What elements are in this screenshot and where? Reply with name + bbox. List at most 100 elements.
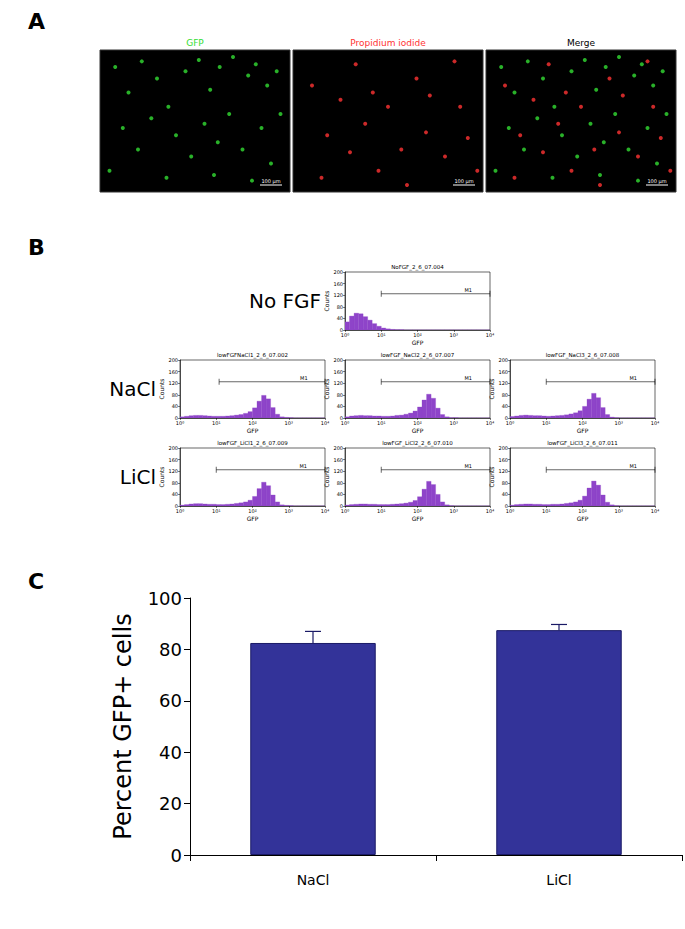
svg-text:lowFGFNaCl1_2_6_07.002: lowFGFNaCl1_2_6_07.002	[217, 352, 288, 359]
svg-text:80: 80	[502, 392, 508, 398]
svg-text:20: 20	[159, 793, 182, 814]
svg-text:120: 120	[333, 380, 343, 386]
svg-text:LiCl: LiCl	[546, 872, 571, 888]
svg-text:10¹: 10¹	[377, 508, 385, 514]
svg-text:40: 40	[172, 403, 178, 409]
svg-text:lowFGF_LiCl3_2_6_07.011: lowFGF_LiCl3_2_6_07.011	[547, 440, 618, 447]
svg-text:40: 40	[337, 403, 343, 409]
svg-text:120: 120	[333, 468, 343, 474]
svg-text:10⁰: 10⁰	[176, 420, 184, 426]
svg-text:M1: M1	[630, 375, 638, 381]
svg-text:40: 40	[337, 315, 343, 321]
svg-text:40: 40	[502, 491, 508, 497]
svg-text:200: 200	[168, 445, 178, 451]
svg-text:120: 120	[168, 468, 178, 474]
svg-text:Merge: Merge	[567, 38, 596, 48]
svg-text:B: B	[28, 235, 45, 260]
svg-text:GFP: GFP	[412, 515, 424, 522]
svg-text:10⁴: 10⁴	[651, 420, 659, 426]
svg-text:Counts: Counts	[158, 379, 165, 400]
svg-text:10⁴: 10⁴	[321, 420, 329, 426]
svg-text:10³: 10³	[450, 508, 458, 514]
svg-text:10²: 10²	[413, 508, 421, 514]
svg-text:10¹: 10¹	[212, 508, 220, 514]
svg-text:M1: M1	[300, 375, 308, 381]
svg-text:80: 80	[172, 392, 178, 398]
svg-text:10³: 10³	[285, 420, 293, 426]
svg-text:M1: M1	[465, 375, 473, 381]
svg-text:GFP: GFP	[412, 339, 424, 346]
svg-text:GFP: GFP	[247, 515, 259, 522]
svg-text:200: 200	[498, 357, 508, 363]
svg-text:M1: M1	[630, 463, 638, 469]
svg-text:GFP: GFP	[577, 427, 589, 434]
svg-text:80: 80	[337, 304, 343, 310]
svg-text:No FGF: No FGF	[249, 289, 321, 313]
svg-text:Percent GFP+ cells: Percent GFP+ cells	[109, 613, 137, 839]
svg-text:100 μm: 100 μm	[261, 178, 280, 185]
svg-text:10⁴: 10⁴	[486, 508, 494, 514]
svg-text:160: 160	[498, 457, 508, 463]
svg-text:C: C	[28, 569, 44, 594]
svg-text:10⁰: 10⁰	[341, 420, 349, 426]
svg-text:40: 40	[337, 491, 343, 497]
svg-text:10²: 10²	[578, 508, 586, 514]
svg-text:10¹: 10¹	[542, 508, 550, 514]
svg-text:lowFGF_NaCl2_2_6_07.007: lowFGF_NaCl2_2_6_07.007	[381, 352, 455, 359]
svg-text:10³: 10³	[615, 508, 623, 514]
svg-text:Counts: Counts	[158, 467, 165, 488]
svg-text:40: 40	[172, 491, 178, 497]
svg-text:lowFGF_LiCl2_2_6_07.010: lowFGF_LiCl2_2_6_07.010	[382, 440, 453, 447]
svg-text:NaCl: NaCl	[109, 377, 156, 401]
svg-text:40: 40	[502, 403, 508, 409]
svg-text:GFP: GFP	[247, 427, 259, 434]
svg-text:NaCl: NaCl	[297, 872, 330, 888]
svg-text:10²: 10²	[248, 420, 256, 426]
svg-text:10⁰: 10⁰	[341, 508, 349, 514]
svg-text:M1: M1	[465, 287, 473, 293]
svg-text:80: 80	[337, 480, 343, 486]
svg-text:160: 160	[333, 457, 343, 463]
svg-text:40: 40	[159, 742, 182, 763]
svg-text:GFP: GFP	[412, 427, 424, 434]
svg-text:M1: M1	[465, 463, 473, 469]
svg-text:80: 80	[172, 480, 178, 486]
svg-text:60: 60	[159, 690, 182, 711]
svg-text:120: 120	[498, 468, 508, 474]
svg-text:GFP: GFP	[186, 38, 204, 48]
svg-text:120: 120	[168, 380, 178, 386]
svg-text:10⁰: 10⁰	[506, 508, 514, 514]
svg-text:NoFGF_2_6_07.004: NoFGF_2_6_07.004	[391, 264, 444, 271]
svg-text:10¹: 10¹	[377, 420, 385, 426]
svg-text:120: 120	[333, 292, 343, 298]
svg-text:200: 200	[498, 445, 508, 451]
svg-text:10⁰: 10⁰	[176, 508, 184, 514]
svg-text:M1: M1	[300, 463, 308, 469]
svg-text:80: 80	[337, 392, 343, 398]
svg-text:10⁴: 10⁴	[486, 420, 494, 426]
svg-text:GFP: GFP	[577, 515, 589, 522]
svg-text:0: 0	[171, 845, 182, 866]
svg-text:160: 160	[168, 369, 178, 375]
svg-text:LiCl: LiCl	[120, 465, 156, 489]
svg-text:80: 80	[502, 480, 508, 486]
svg-text:A: A	[28, 9, 45, 34]
svg-text:10³: 10³	[615, 420, 623, 426]
svg-text:10¹: 10¹	[542, 420, 550, 426]
svg-text:80: 80	[159, 639, 182, 660]
svg-text:100 μm: 100 μm	[647, 178, 666, 185]
svg-text:160: 160	[168, 457, 178, 463]
svg-text:Propidium iodide: Propidium iodide	[350, 38, 426, 48]
svg-text:200: 200	[333, 445, 343, 451]
svg-text:10¹: 10¹	[377, 332, 385, 338]
svg-text:10²: 10²	[578, 420, 586, 426]
svg-text:10³: 10³	[285, 508, 293, 514]
svg-text:Counts: Counts	[323, 291, 330, 312]
svg-text:10²: 10²	[248, 508, 256, 514]
svg-text:200: 200	[168, 357, 178, 363]
svg-text:lowFGF_NaCl3_2_6_07.008: lowFGF_NaCl3_2_6_07.008	[546, 352, 620, 359]
svg-text:10⁴: 10⁴	[486, 332, 494, 338]
svg-text:100: 100	[148, 588, 182, 609]
svg-text:10²: 10²	[413, 420, 421, 426]
svg-text:200: 200	[333, 269, 343, 275]
